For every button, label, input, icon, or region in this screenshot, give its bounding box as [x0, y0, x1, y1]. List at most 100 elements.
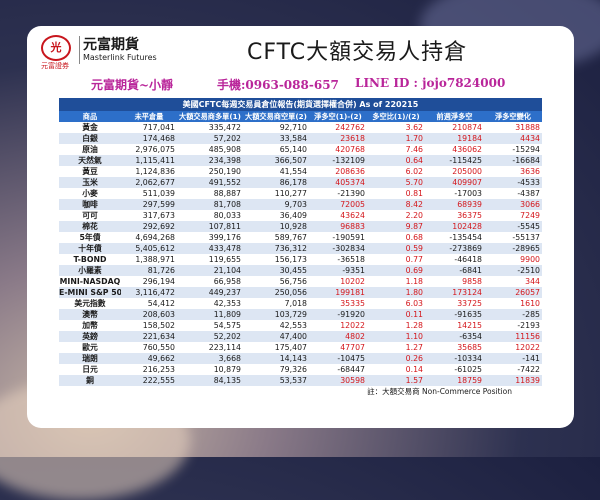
row-net: 23618: [309, 133, 367, 144]
table-row: 小麥 511,039 88,887 110,277 -21390 0.81 -17003 -4…: [59, 188, 542, 199]
row-product: 日元: [59, 364, 121, 375]
row-net: 96883: [309, 221, 367, 232]
table-row: 白銀 174,468 57,202 33,584 23618 1.70 19184 4434: [59, 133, 542, 144]
row-long: 107,811: [177, 221, 243, 232]
table-row: 5年債 4,694,268 399,176 589,767 -190591 0.68 -13…: [59, 232, 542, 243]
row-prev-net: -273869: [425, 243, 484, 254]
row-ratio: 7.46: [367, 144, 425, 155]
row-prev-net: 173124: [425, 287, 484, 298]
row-net: 208636: [309, 166, 367, 177]
row-open-interest: 1,115,411: [121, 155, 177, 166]
row-open-interest: 717,041: [121, 122, 177, 133]
row-net-change: 26057: [484, 287, 542, 298]
row-product: 加幣: [59, 320, 121, 331]
row-open-interest: 317,673: [121, 210, 177, 221]
row-ratio: 1.18: [367, 276, 425, 287]
row-open-interest: 81,726: [121, 265, 177, 276]
row-long: 223,114: [177, 342, 243, 353]
row-short: 175,407: [243, 342, 309, 353]
row-product: E-MINI S&P 500: [59, 287, 121, 298]
row-ratio: 0.14: [367, 364, 425, 375]
header-prev-net: 前週淨多空: [425, 111, 484, 122]
table-footnote: 註：大額交易商 Non-Commerce Position: [367, 387, 512, 396]
row-long: 57,202: [177, 133, 243, 144]
table-row: MINI-NASDAQ 296,194 66,958 56,756 10202 1.18 9…: [59, 276, 542, 287]
row-open-interest: 1,388,971: [121, 254, 177, 265]
row-short: 110,277: [243, 188, 309, 199]
row-open-interest: 297,599: [121, 199, 177, 210]
row-long: 52,202: [177, 331, 243, 342]
row-ratio: 1.80: [367, 287, 425, 298]
row-product: 小羅素: [59, 265, 121, 276]
brand-name-en: Masterlink Futures: [83, 53, 157, 62]
row-ratio: 1.10: [367, 331, 425, 342]
row-short: 250,056: [243, 287, 309, 298]
table-body: 黃金 717,041 335,472 92,710 242762 3.62 210874 31…: [59, 122, 542, 386]
row-long: 88,887: [177, 188, 243, 199]
table-row: 黃金 717,041 335,472 92,710 242762 3.62 210874 31…: [59, 122, 542, 133]
contact-agent: 元富期貨~小靜: [91, 78, 174, 92]
row-net-change: 3066: [484, 199, 542, 210]
row-prev-net: -135454: [425, 232, 484, 243]
row-prev-net: 210874: [425, 122, 484, 133]
row-short: 30,455: [243, 265, 309, 276]
row-short: 14,143: [243, 353, 309, 364]
row-product: 白銀: [59, 133, 121, 144]
row-product: 玉米: [59, 177, 121, 188]
row-product: 5年債: [59, 232, 121, 243]
row-prev-net: 102428: [425, 221, 484, 232]
row-ratio: 0.11: [367, 309, 425, 320]
row-long: 433,478: [177, 243, 243, 254]
table-row: 日元 216,253 10,879 79,326 -68447 0.14 -61025 -74…: [59, 364, 542, 375]
row-long: 21,104: [177, 265, 243, 276]
row-net: 43624: [309, 210, 367, 221]
report-card: 光 元富證券 元富期貨 Masterlink Futures CFTC大額交易人…: [27, 26, 574, 428]
row-ratio: 0.77: [367, 254, 425, 265]
table-row: 銅 222,555 84,135 53,537 30598 1.57 18759 11839: [59, 375, 542, 386]
row-ratio: 1.28: [367, 320, 425, 331]
row-ratio: 0.81: [367, 188, 425, 199]
row-open-interest: 760,550: [121, 342, 177, 353]
row-ratio: 0.64: [367, 155, 425, 166]
row-net: 10202: [309, 276, 367, 287]
row-ratio: 0.68: [367, 232, 425, 243]
row-product: 咖啡: [59, 199, 121, 210]
table-row: 棉花 292,692 107,811 10,928 96883 9.87 102428 -55…: [59, 221, 542, 232]
row-long: 491,552: [177, 177, 243, 188]
row-long: 10,879: [177, 364, 243, 375]
row-open-interest: 54,412: [121, 298, 177, 309]
row-net: -91920: [309, 309, 367, 320]
row-prev-net: 35685: [425, 342, 484, 353]
row-ratio: 1.57: [367, 375, 425, 386]
row-long: 80,033: [177, 210, 243, 221]
row-ratio: 5.70: [367, 177, 425, 188]
row-net: -10475: [309, 353, 367, 364]
row-net-change: -5545: [484, 221, 542, 232]
row-net: -68447: [309, 364, 367, 375]
row-product: MINI-NASDAQ: [59, 276, 121, 287]
row-short: 33,584: [243, 133, 309, 144]
row-long: 119,655: [177, 254, 243, 265]
header-open-interest: 未平倉量: [121, 111, 177, 122]
row-prev-net: 14215: [425, 320, 484, 331]
row-net: 4802: [309, 331, 367, 342]
row-short: 65,140: [243, 144, 309, 155]
row-open-interest: 2,062,677: [121, 177, 177, 188]
row-product: 原油: [59, 144, 121, 155]
row-prev-net: 68939: [425, 199, 484, 210]
row-short: 736,312: [243, 243, 309, 254]
row-net: 12022: [309, 320, 367, 331]
row-prev-net: 9858: [425, 276, 484, 287]
row-net-change: -4533: [484, 177, 542, 188]
row-net-change: 12022: [484, 342, 542, 353]
row-net-change: -285: [484, 309, 542, 320]
row-long: 54,575: [177, 320, 243, 331]
header-long: 大額交易商多單(1): [177, 111, 243, 122]
header-net-change: 淨多空變化: [484, 111, 542, 122]
row-product: 澳幣: [59, 309, 121, 320]
row-long: 3,668: [177, 353, 243, 364]
row-short: 41,554: [243, 166, 309, 177]
row-open-interest: 511,039: [121, 188, 177, 199]
table-row: 天然氣 1,115,411 234,398 366,507 -132109 0.64 -11…: [59, 155, 542, 166]
row-net-change: -28965: [484, 243, 542, 254]
